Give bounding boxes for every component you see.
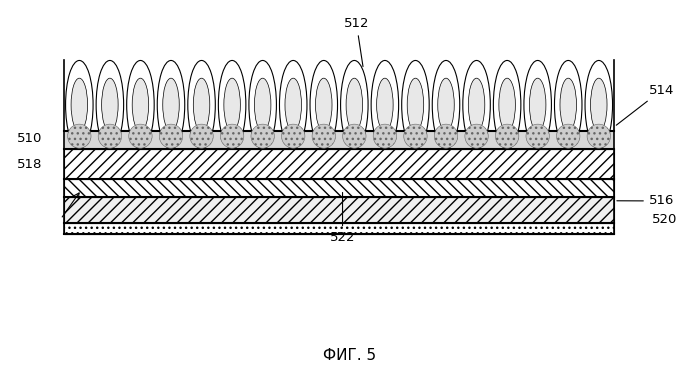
- Ellipse shape: [157, 61, 185, 149]
- Text: 516: 516: [617, 195, 675, 208]
- Ellipse shape: [190, 124, 213, 148]
- Ellipse shape: [280, 61, 307, 149]
- Ellipse shape: [529, 78, 546, 131]
- Text: 514: 514: [617, 84, 675, 125]
- Ellipse shape: [343, 124, 366, 148]
- Ellipse shape: [282, 124, 305, 148]
- Ellipse shape: [404, 124, 427, 148]
- Ellipse shape: [310, 61, 338, 149]
- Text: 520: 520: [652, 213, 678, 226]
- Bar: [64, 149, 614, 179]
- Ellipse shape: [408, 78, 424, 131]
- Ellipse shape: [220, 124, 244, 148]
- Ellipse shape: [68, 124, 91, 148]
- Ellipse shape: [96, 61, 124, 149]
- Ellipse shape: [526, 124, 549, 148]
- Ellipse shape: [373, 124, 396, 148]
- Ellipse shape: [188, 61, 215, 149]
- Ellipse shape: [315, 78, 332, 131]
- Bar: [64, 131, 614, 149]
- Ellipse shape: [493, 61, 521, 149]
- Ellipse shape: [194, 78, 210, 131]
- Ellipse shape: [312, 124, 336, 148]
- Ellipse shape: [224, 78, 240, 131]
- Ellipse shape: [71, 78, 87, 131]
- Text: 512: 512: [344, 17, 369, 67]
- Ellipse shape: [438, 78, 454, 131]
- Ellipse shape: [129, 124, 152, 148]
- Ellipse shape: [402, 61, 429, 149]
- Ellipse shape: [524, 61, 552, 149]
- Text: 518: 518: [17, 157, 42, 170]
- Ellipse shape: [285, 78, 301, 131]
- Ellipse shape: [496, 124, 519, 148]
- Ellipse shape: [132, 78, 149, 131]
- Text: ФИГ. 5: ФИГ. 5: [323, 348, 376, 363]
- Ellipse shape: [468, 78, 485, 131]
- Ellipse shape: [377, 78, 393, 131]
- Ellipse shape: [101, 78, 118, 131]
- Ellipse shape: [340, 61, 368, 149]
- Ellipse shape: [346, 78, 363, 131]
- Ellipse shape: [98, 124, 122, 148]
- Ellipse shape: [371, 61, 398, 149]
- Ellipse shape: [159, 124, 182, 148]
- Ellipse shape: [254, 78, 271, 131]
- Ellipse shape: [585, 61, 612, 149]
- Ellipse shape: [163, 78, 179, 131]
- Ellipse shape: [434, 124, 458, 148]
- Ellipse shape: [251, 124, 274, 148]
- Text: 510: 510: [17, 132, 42, 145]
- Bar: [64, 197, 614, 223]
- Ellipse shape: [249, 61, 276, 149]
- Ellipse shape: [127, 61, 154, 149]
- Text: 522: 522: [330, 192, 355, 244]
- Ellipse shape: [554, 61, 582, 149]
- Bar: [64, 223, 614, 234]
- Ellipse shape: [556, 124, 580, 148]
- Ellipse shape: [432, 61, 460, 149]
- Ellipse shape: [587, 124, 610, 148]
- Ellipse shape: [218, 61, 246, 149]
- Ellipse shape: [463, 61, 490, 149]
- Bar: [64, 179, 614, 197]
- Ellipse shape: [591, 78, 607, 131]
- Ellipse shape: [560, 78, 577, 131]
- Ellipse shape: [499, 78, 515, 131]
- Ellipse shape: [66, 61, 93, 149]
- Ellipse shape: [465, 124, 488, 148]
